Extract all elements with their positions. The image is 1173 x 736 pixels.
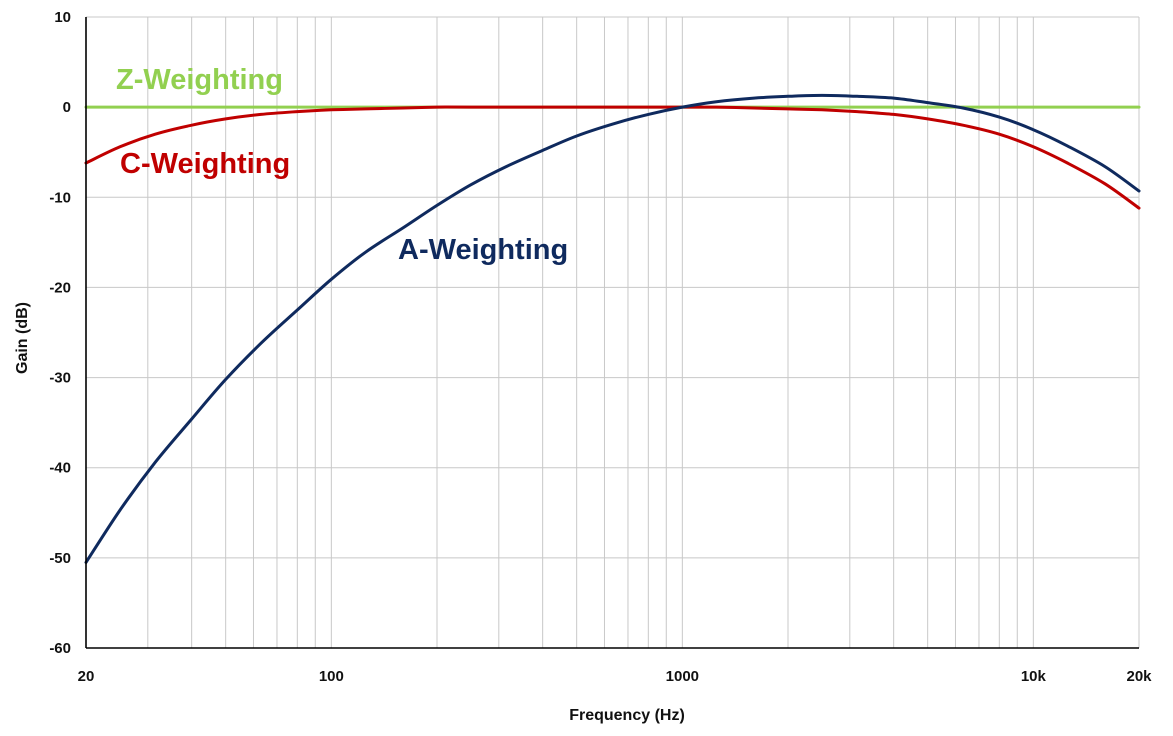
series-annotations: Z-Weighting C-Weighting A-Weighting (116, 64, 568, 266)
y-tick-label: -20 (49, 279, 71, 296)
y-tick-label: -30 (49, 370, 71, 387)
y-tick-label: -40 (49, 460, 71, 477)
y-tick-label: -60 (49, 640, 71, 657)
z-weighting-label: Z-Weighting (116, 64, 283, 96)
y-tick-label: 0 (63, 99, 71, 116)
x-axis-title: Frequency (Hz) (569, 707, 685, 724)
x-tick-label: 20k (1126, 668, 1152, 685)
a-weighting-label: A-Weighting (398, 234, 568, 266)
y-axis-title: Gain (dB) (14, 302, 31, 374)
y-tick-label: 10 (54, 9, 71, 26)
axes (85, 17, 1139, 649)
y-tick-label: -50 (49, 550, 71, 567)
c-weighting-curve (84, 105, 1141, 210)
a-weighting-curve (84, 93, 1141, 564)
series-lines (84, 93, 1141, 564)
x-tick-label: 10k (1021, 668, 1047, 685)
x-tick-label: 20 (78, 668, 95, 685)
c-weighting-label: C-Weighting (120, 148, 290, 180)
grid (86, 16, 1140, 649)
y-tick-label: -10 (49, 189, 71, 206)
x-tick-label: 1000 (666, 668, 699, 685)
x-tick-label: 100 (319, 668, 344, 685)
